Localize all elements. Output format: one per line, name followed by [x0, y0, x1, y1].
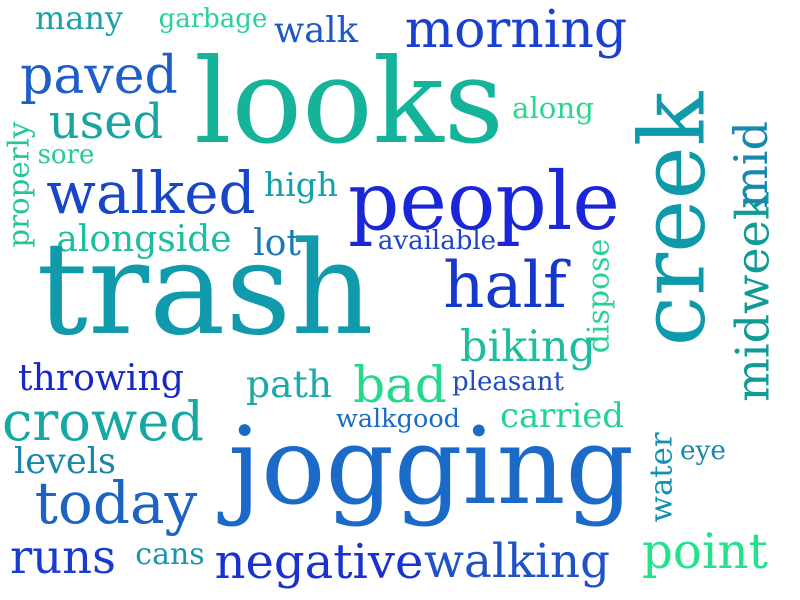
cloud-word-walkgood: walkgood [336, 404, 460, 435]
cloud-word-alongside: alongside [56, 219, 232, 260]
cloud-word-trash: trash [36, 215, 374, 364]
cloud-word-path: path [246, 362, 332, 407]
cloud-word-negative: negative [214, 534, 424, 590]
cloud-word-levels: levels [14, 441, 117, 483]
cloud-word-water: water [643, 432, 680, 522]
cloud-word-high: high [264, 164, 338, 204]
cloud-word-eye: eye [680, 435, 726, 466]
cloud-word-throwing: throwing [18, 355, 184, 399]
cloud-word-looks: looks [194, 33, 504, 171]
cloud-word-morning: morning [404, 0, 628, 60]
cloud-word-paved: paved [20, 46, 178, 106]
cloud-word-used: used [48, 94, 164, 150]
cloud-word-along: along [512, 91, 594, 126]
cloud-word-pleasant: pleasant [452, 367, 564, 397]
cloud-word-walked: walked [46, 159, 256, 227]
cloud-word-available: available [377, 226, 497, 256]
cloud-word-cans: cans [135, 537, 205, 572]
cloud-word-walk: walk [274, 10, 358, 52]
cloud-word-sore: sore [37, 140, 95, 170]
cloud-word-carried: carried [500, 396, 624, 436]
cloud-word-crowed: crowed [2, 389, 204, 453]
cloud-word-jogging: jogging [228, 404, 634, 529]
cloud-word-bad: bad [353, 356, 447, 414]
cloud-word-point: point [642, 523, 768, 580]
cloud-word-mid: mid [723, 121, 778, 209]
cloud-word-half: half [443, 249, 567, 323]
cloud-word-biking: biking [460, 321, 596, 372]
cloud-word-garbage: garbage [158, 4, 268, 34]
cloud-word-creek: creek [620, 91, 726, 347]
cloud-word-walking: walking [424, 534, 610, 589]
cloud-word-lot: lot [253, 223, 301, 264]
cloud-word-runs: runs [10, 529, 116, 584]
cloud-word-today: today [34, 469, 198, 537]
cloud-word-people: people [348, 153, 620, 248]
cloud-word-properly: properly [1, 122, 36, 248]
cloud-word-midweek: midweek [726, 192, 781, 402]
cloud-word-many: many [34, 0, 123, 37]
